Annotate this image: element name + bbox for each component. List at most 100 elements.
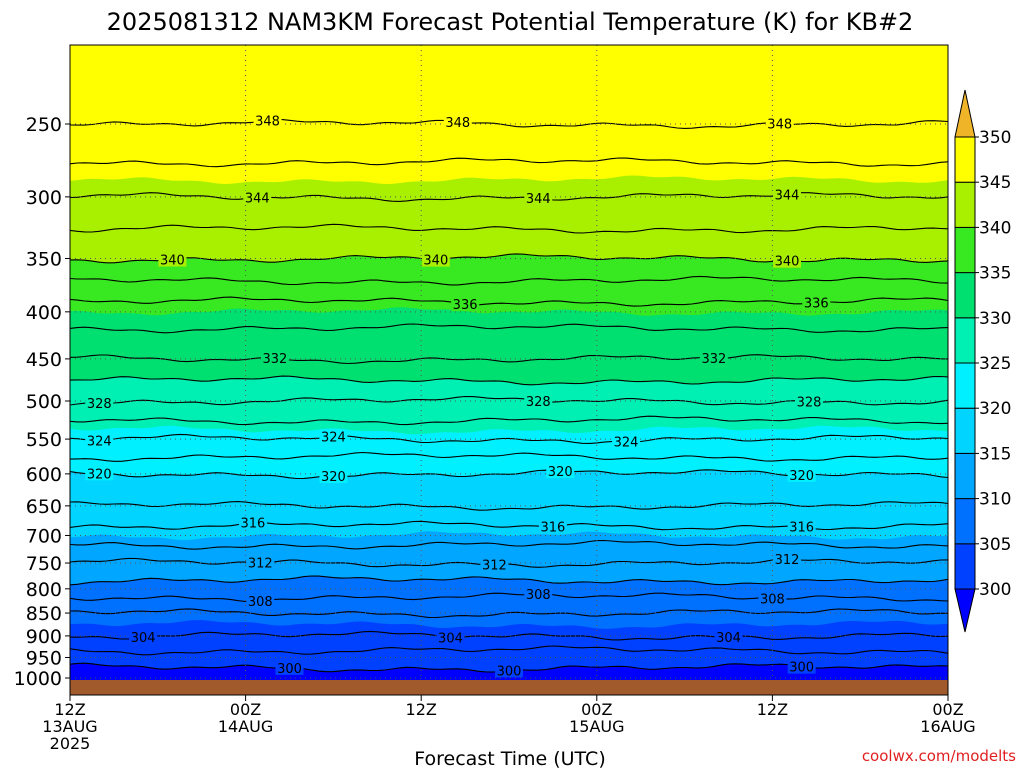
contour-label: 336 — [453, 298, 478, 313]
contour-label: 332 — [262, 352, 287, 367]
contour-label-bg — [480, 557, 509, 572]
colorbar: 300 305 310 315 320 325 330 335 340 345 350 — [954, 89, 1011, 633]
contour-label: 344 — [526, 192, 551, 207]
contour-label-bg — [85, 395, 114, 410]
x-tick-label: 16AUG — [920, 717, 975, 736]
colorbar-tick-label: 325 — [979, 354, 1011, 374]
contour-label-bg — [319, 469, 348, 484]
colorbar-segment-320 — [954, 362, 976, 409]
contour-314 — [69, 539, 949, 550]
x-tick-label: 13AUG — [42, 717, 97, 736]
y-tick-label: 400 — [26, 302, 62, 324]
contour-label-bg — [421, 252, 450, 267]
pressure-axis: 2503003504004505005506006507007508008509… — [14, 45, 71, 695]
contour-label: 344 — [245, 191, 270, 206]
colorbar-segment-340 — [954, 181, 976, 228]
colorbar-tick-label: 320 — [979, 399, 1011, 419]
x-tick-label: 12Z — [757, 700, 788, 719]
contour-label-bg — [773, 552, 802, 567]
colorbar-segment-330 — [954, 272, 976, 319]
colorbar-tick-label: 305 — [979, 535, 1011, 555]
colorbar-segment-345 — [954, 136, 976, 183]
contour-label-bg — [443, 115, 472, 130]
colorbar-max-arrow — [954, 89, 976, 138]
y-tick-label: 500 — [26, 391, 62, 413]
contour-label-bg — [238, 515, 267, 530]
contour-label-bg — [158, 252, 187, 267]
contour-label-bg — [495, 663, 523, 678]
contour-label: 324 — [321, 430, 346, 445]
credit-text: coolwx.com/modelts — [862, 747, 1016, 765]
contour-label-bg — [85, 466, 114, 481]
contour-label: 328 — [526, 395, 551, 410]
contour-304 — [69, 630, 949, 641]
contour-label-bg — [524, 394, 553, 409]
contour-label-bg — [546, 464, 575, 479]
contour-326 — [69, 415, 949, 426]
y-tick-label: 750 — [26, 553, 62, 575]
contour-302 — [69, 645, 949, 656]
colorbar-segment-325 — [954, 317, 976, 364]
colorbar-tick-label: 350 — [979, 128, 1011, 148]
colorbar-segment-310 — [954, 452, 976, 500]
y-tick-label: 800 — [26, 579, 62, 601]
contour-label-bg — [773, 187, 802, 202]
contour-label-bg — [802, 295, 831, 310]
contour-label: 332 — [701, 352, 726, 367]
contour-label-bg — [794, 394, 823, 409]
contour-label-bg — [275, 660, 304, 675]
y-tick-label: 600 — [26, 464, 62, 486]
x-tick-label: 00Z — [932, 700, 963, 719]
contour-label-bg — [436, 630, 465, 645]
contour-label: 320 — [789, 469, 814, 484]
contour-label: 300 — [277, 662, 302, 677]
contour-label-bg — [253, 113, 282, 128]
contour-label-bg — [787, 659, 816, 674]
contour-labels: 348 348 348 344 344 344 340 340 340 336 336 332 332 3… — [85, 113, 831, 679]
y-tick-label: 950 — [26, 648, 62, 670]
contour-338 — [69, 275, 949, 286]
contour-306 — [69, 608, 949, 619]
contour-label-bg — [787, 519, 816, 534]
contour-label-bg — [714, 629, 743, 644]
contour-label-bg — [612, 434, 641, 449]
contour-label: 324 — [614, 436, 639, 451]
x-tick-label: 12Z — [406, 700, 437, 719]
contour-label-bg — [85, 433, 114, 448]
y-tick-label: 850 — [26, 603, 62, 625]
contour-label: 320 — [548, 465, 573, 480]
contour-310 — [69, 575, 949, 586]
contour-label-bg — [538, 519, 567, 534]
contour-label-bg — [787, 467, 816, 482]
contour-label: 348 — [445, 116, 470, 131]
contour-label: 300 — [789, 661, 814, 676]
y-tick-label: 550 — [26, 429, 62, 451]
colorbar-tick-label: 340 — [979, 218, 1011, 238]
contour-label-bg — [260, 351, 289, 366]
contour-label-bg — [243, 190, 272, 205]
contour-label: 312 — [248, 557, 273, 572]
y-tick-label: 1000 — [14, 668, 62, 690]
colorbar-tick-label: 330 — [979, 309, 1011, 329]
contour-label-bg — [129, 630, 158, 645]
colorbar-segment-335 — [954, 226, 976, 274]
contour-318 — [69, 501, 949, 511]
contour-332 — [69, 354, 949, 365]
contour-label: 304 — [131, 631, 156, 646]
contour-label: 312 — [482, 558, 507, 573]
contour-label: 320 — [87, 467, 112, 482]
contour-label: 304 — [438, 631, 463, 646]
ground-surface — [70, 680, 948, 695]
contour-label: 316 — [241, 517, 266, 532]
x-tick-label: 00Z — [581, 700, 612, 719]
contour-label: 340 — [775, 255, 800, 270]
y-tick-label: 300 — [26, 187, 62, 209]
contour-346 — [69, 157, 949, 168]
contour-label-bg — [524, 190, 553, 205]
contour-label: 308 — [760, 592, 785, 607]
contour-label: 348 — [255, 114, 280, 129]
contour-label: 336 — [804, 296, 829, 311]
contour-label: 308 — [526, 588, 551, 603]
contour-label: 308 — [248, 595, 273, 610]
